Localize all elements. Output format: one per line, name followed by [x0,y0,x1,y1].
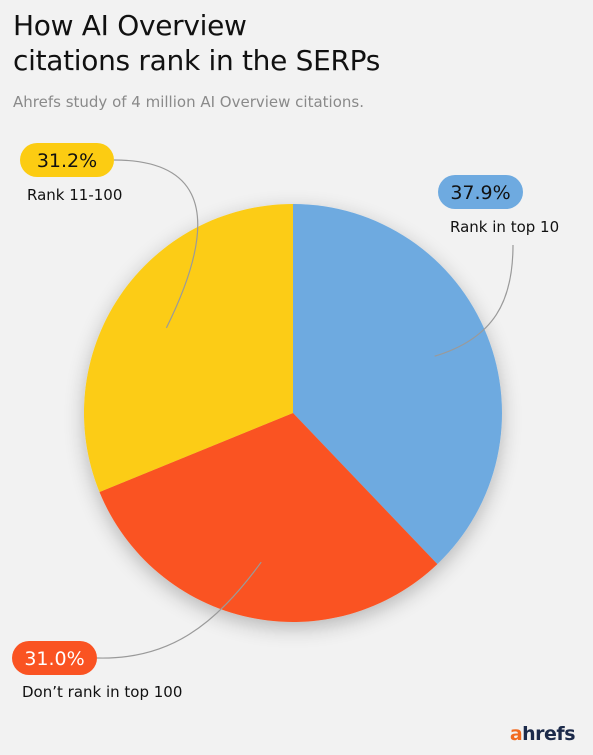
category-label-don-t-rank-in-top-100: Don’t rank in top 100 [22,683,182,701]
pie-slice-rank-11-100 [83,204,294,492]
category-label-rank-11-100: Rank 11-100 [27,186,122,204]
pie-callouts: 37.9% Rank in top 10 31.0% Don’t rank in to… [12,143,559,701]
value-pill-rank-11-100 [20,143,114,177]
ahrefs-logo-a: a [509,723,523,745]
data-label-rank-in-top-10: 37.9% [450,182,510,204]
value-pill-rank-in-top-10 [438,175,523,209]
ahrefs-logo: ahrefs [509,723,576,745]
category-label-rank-in-top-10: Rank in top 10 [450,218,559,236]
leader-line-rank-in-top-10 [434,244,514,357]
data-label-rank-11-100: 31.2% [37,150,97,172]
leader-line-rank-11-100 [113,159,199,329]
chart-title: How AI Overview citations rank in the SE… [13,8,573,78]
ahrefs-logo-rest: hrefs [522,723,575,745]
data-label-don-t-rank-in-top-100: 31.0% [24,648,84,670]
pie-slice-rank-in-top-10 [293,204,502,565]
pie-slices [83,204,502,623]
value-pill-don-t-rank-in-top-100 [12,641,97,675]
leader-line-don-t-rank-in-top-100 [96,561,262,659]
pie-slice-don-t-rank-in-top-100 [99,413,438,623]
chart-title-line-2: citations rank in the SERPs [13,44,381,77]
chart-title-line-1: How AI Overview [13,9,247,42]
chart-subtitle: Ahrefs study of 4 million AI Overview ci… [13,93,364,111]
